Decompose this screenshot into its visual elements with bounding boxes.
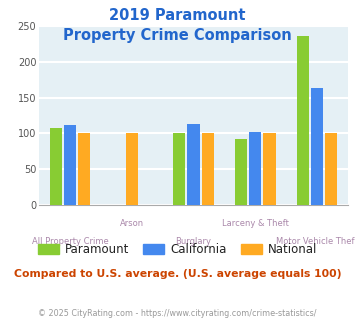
Bar (263, 133, 275, 205)
Bar (202, 133, 214, 205)
Text: Arson: Arson (120, 219, 144, 228)
Bar (311, 88, 323, 205)
Text: Burglary: Burglary (175, 237, 212, 246)
Bar (249, 132, 261, 205)
Text: 2019 Paramount: 2019 Paramount (109, 8, 246, 23)
Text: Property Crime Comparison: Property Crime Comparison (63, 28, 292, 43)
Bar (235, 139, 247, 205)
Bar (78, 133, 90, 205)
Bar (50, 128, 62, 205)
Text: Motor Vehicle Theft: Motor Vehicle Theft (276, 237, 355, 246)
Bar (187, 124, 200, 205)
Bar (297, 36, 309, 205)
Bar (173, 133, 185, 205)
Bar (64, 125, 76, 205)
Text: Compared to U.S. average. (U.S. average equals 100): Compared to U.S. average. (U.S. average … (14, 269, 341, 279)
Text: Larceny & Theft: Larceny & Theft (222, 219, 289, 228)
Bar (126, 133, 138, 205)
Text: All Property Crime: All Property Crime (32, 237, 108, 246)
Bar (325, 133, 337, 205)
Text: © 2025 CityRating.com - https://www.cityrating.com/crime-statistics/: © 2025 CityRating.com - https://www.city… (38, 309, 317, 317)
Legend: Paramount, California, National: Paramount, California, National (33, 239, 322, 261)
